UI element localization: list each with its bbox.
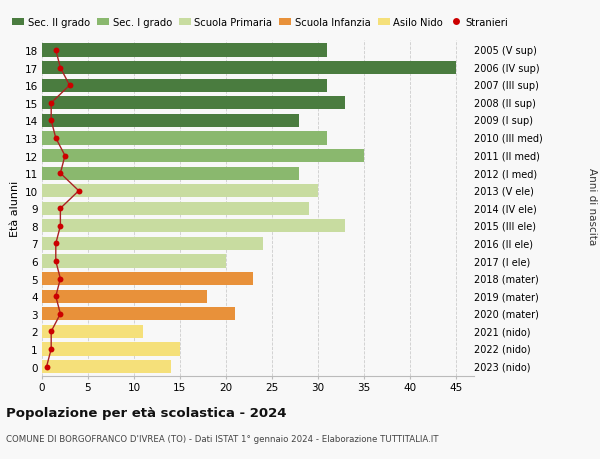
Text: COMUNE DI BORGOFRANCO D'IVREA (TO) - Dati ISTAT 1° gennaio 2024 - Elaborazione T: COMUNE DI BORGOFRANCO D'IVREA (TO) - Dat… (6, 434, 439, 443)
Text: 2014 (IV ele): 2014 (IV ele) (475, 204, 537, 214)
Point (60, 152, 70, 160)
Point (56, 65, 65, 72)
Bar (42, 150, 364, 163)
Text: 2007 (III sup): 2007 (III sup) (475, 81, 539, 91)
Point (56, 275, 65, 283)
Point (42, 363, 52, 370)
Bar (42, 325, 143, 338)
Text: Anni di nascita: Anni di nascita (587, 168, 597, 245)
Point (56, 223, 65, 230)
Point (51, 293, 61, 300)
Text: 2011 (II med): 2011 (II med) (475, 151, 540, 161)
Point (51, 258, 61, 265)
Point (65, 82, 74, 90)
Text: 2013 (V ele): 2013 (V ele) (475, 186, 534, 196)
Bar (42, 115, 299, 128)
Text: 2016 (II ele): 2016 (II ele) (475, 239, 533, 249)
Bar (42, 62, 455, 75)
Bar (42, 342, 180, 356)
Text: 2017 (I ele): 2017 (I ele) (475, 257, 530, 267)
Text: 2006 (IV sup): 2006 (IV sup) (475, 63, 540, 73)
Text: 2020 (mater): 2020 (mater) (475, 309, 539, 319)
Text: 2023 (nido): 2023 (nido) (475, 362, 531, 372)
Text: 2018 (mater): 2018 (mater) (475, 274, 539, 284)
Legend: Sec. II grado, Sec. I grado, Scuola Primaria, Scuola Infanzia, Asilo Nido, Stran: Sec. II grado, Sec. I grado, Scuola Prim… (13, 18, 508, 28)
Bar (42, 290, 208, 303)
Bar (42, 202, 308, 215)
Text: 2005 (V sup): 2005 (V sup) (475, 46, 537, 56)
Bar (42, 79, 327, 93)
Text: 2021 (nido): 2021 (nido) (475, 327, 531, 336)
Point (51, 240, 61, 247)
Point (74, 188, 83, 195)
Bar (42, 132, 327, 145)
Text: 2019 (mater): 2019 (mater) (475, 291, 539, 302)
Point (46, 118, 56, 125)
Bar (42, 220, 346, 233)
Bar (42, 97, 346, 110)
Text: 2022 (nido): 2022 (nido) (475, 344, 531, 354)
Bar (42, 308, 235, 321)
Y-axis label: Età alunni: Età alunni (10, 181, 20, 237)
Point (51, 135, 61, 142)
Bar (42, 360, 170, 373)
Point (56, 170, 65, 178)
Bar (42, 167, 299, 180)
Point (51, 47, 61, 55)
Bar (42, 45, 327, 57)
Point (56, 310, 65, 318)
Bar (42, 273, 253, 285)
Point (46, 328, 56, 336)
Text: 2015 (III ele): 2015 (III ele) (475, 221, 536, 231)
Bar (42, 237, 263, 251)
Bar (42, 255, 226, 268)
Text: 2012 (I med): 2012 (I med) (475, 169, 538, 179)
Point (46, 346, 56, 353)
Bar (42, 185, 318, 198)
Point (56, 205, 65, 213)
Text: 2009 (I sup): 2009 (I sup) (475, 116, 533, 126)
Text: 2010 (III med): 2010 (III med) (475, 134, 543, 144)
Text: Popolazione per età scolastica - 2024: Popolazione per età scolastica - 2024 (6, 406, 287, 419)
Point (46, 100, 56, 107)
Text: 2008 (II sup): 2008 (II sup) (475, 99, 536, 109)
